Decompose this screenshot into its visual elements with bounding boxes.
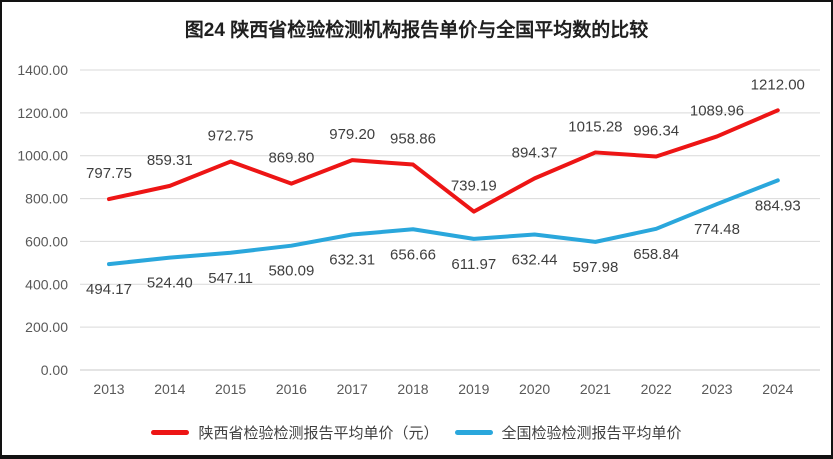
data-label: 774.48 bbox=[694, 221, 740, 238]
blue-line-swatch bbox=[454, 430, 493, 435]
legend-label-national: 全国检验检测报告平均单价 bbox=[501, 425, 682, 442]
y-tick-label: 1000.00 bbox=[17, 148, 68, 164]
x-tick-label: 2024 bbox=[762, 381, 793, 397]
data-label: 739.19 bbox=[451, 178, 497, 195]
x-tick-label: 2023 bbox=[701, 381, 732, 397]
data-label: 1212.00 bbox=[751, 76, 805, 93]
x-tick-label: 2015 bbox=[215, 381, 246, 397]
y-tick-label: 800.00 bbox=[25, 191, 68, 207]
x-tick-label: 2022 bbox=[641, 381, 672, 397]
y-tick-label: 1400.00 bbox=[17, 62, 68, 78]
chart-title: 图24 陕西省检验检测机构报告单价与全国平均数的比较 bbox=[184, 20, 649, 41]
series-line bbox=[107, 178, 780, 267]
x-tick-label: 2021 bbox=[580, 381, 611, 397]
data-label: 632.44 bbox=[512, 251, 558, 268]
data-label: 1015.28 bbox=[568, 118, 622, 135]
series-line bbox=[107, 108, 780, 214]
x-tick-label: 2016 bbox=[276, 381, 307, 397]
data-label: 632.31 bbox=[329, 252, 375, 269]
x-tick-label: 2018 bbox=[397, 381, 428, 397]
data-label: 797.75 bbox=[86, 165, 132, 182]
data-label: 884.93 bbox=[755, 197, 801, 214]
data-label: 658.84 bbox=[633, 246, 679, 263]
legend-item-shaanxi: 陕西省检验检测报告平均单价（元） bbox=[151, 422, 439, 443]
data-label: 611.97 bbox=[451, 256, 496, 273]
y-tick-label: 0.00 bbox=[41, 362, 68, 378]
x-tick-label: 2019 bbox=[458, 381, 489, 397]
data-label: 1089.96 bbox=[690, 102, 744, 119]
legend-item-national: 全国检验检测报告平均单价 bbox=[454, 422, 682, 443]
data-label: 972.75 bbox=[208, 128, 254, 145]
y-tick-label: 400.00 bbox=[25, 276, 68, 292]
x-tick-label: 2014 bbox=[154, 381, 185, 397]
data-label: 524.40 bbox=[147, 275, 193, 292]
x-tick-label: 2017 bbox=[337, 381, 368, 397]
legend-label-shaanxi: 陕西省检验检测报告平均单价（元） bbox=[198, 425, 439, 442]
y-tick-label: 1200.00 bbox=[17, 105, 68, 121]
x-tick-label: 2013 bbox=[93, 381, 124, 397]
data-label: 958.86 bbox=[390, 131, 436, 148]
data-label: 996.34 bbox=[633, 122, 679, 139]
data-label: 494.17 bbox=[86, 281, 132, 298]
y-tick-label: 600.00 bbox=[25, 233, 68, 249]
data-label: 869.80 bbox=[268, 150, 314, 167]
data-label: 979.20 bbox=[329, 126, 375, 143]
red-line-swatch bbox=[151, 430, 190, 435]
data-label: 859.31 bbox=[147, 152, 193, 169]
data-label: 547.11 bbox=[208, 270, 253, 287]
x-tick-label: 2020 bbox=[519, 381, 550, 397]
data-label: 580.09 bbox=[268, 263, 314, 280]
data-label: 597.98 bbox=[572, 259, 618, 276]
chart-legend: 陕西省检验检测报告平均单价（元） 全国检验检测报告平均单价 bbox=[2, 422, 831, 443]
data-label: 656.66 bbox=[390, 246, 436, 263]
y-tick-label: 200.00 bbox=[25, 319, 68, 335]
data-label: 894.37 bbox=[512, 144, 558, 161]
